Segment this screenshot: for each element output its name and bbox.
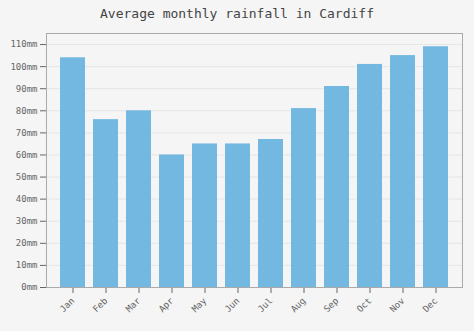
- svg-text:Dec: Dec: [421, 296, 440, 315]
- svg-text:10mm: 10mm: [16, 260, 38, 270]
- svg-text:Aug: Aug: [289, 296, 308, 315]
- svg-text:Jul: Jul: [256, 296, 275, 315]
- svg-text:Oct: Oct: [355, 296, 374, 315]
- svg-text:20mm: 20mm: [16, 238, 38, 248]
- svg-text:40mm: 40mm: [16, 194, 38, 204]
- svg-text:Apr: Apr: [157, 295, 176, 314]
- svg-text:110mm: 110mm: [10, 39, 37, 49]
- svg-text:Sep: Sep: [322, 296, 341, 315]
- svg-text:Mar: Mar: [124, 295, 143, 314]
- html-text:Average monthly rainfall in Ca: Average monthly rainfall in Cardiff: [100, 6, 374, 21]
- svg-text:50mm: 50mm: [16, 172, 38, 182]
- svg-text:60mm: 60mm: [16, 150, 38, 160]
- svg-text:80mm: 80mm: [16, 106, 38, 116]
- svg-text:Jun: Jun: [223, 296, 242, 315]
- svg-text:30mm: 30mm: [16, 216, 38, 226]
- svg-text:May: May: [190, 295, 209, 314]
- svg-text:0mm: 0mm: [21, 282, 37, 292]
- svg-text:Nov: Nov: [388, 296, 407, 315]
- svg-text:Jan: Jan: [58, 296, 77, 315]
- svg-text:100mm: 100mm: [10, 62, 37, 72]
- svg-text:70mm: 70mm: [16, 128, 38, 138]
- svg-text:90mm: 90mm: [16, 84, 38, 94]
- svg-text:Feb: Feb: [91, 296, 110, 315]
